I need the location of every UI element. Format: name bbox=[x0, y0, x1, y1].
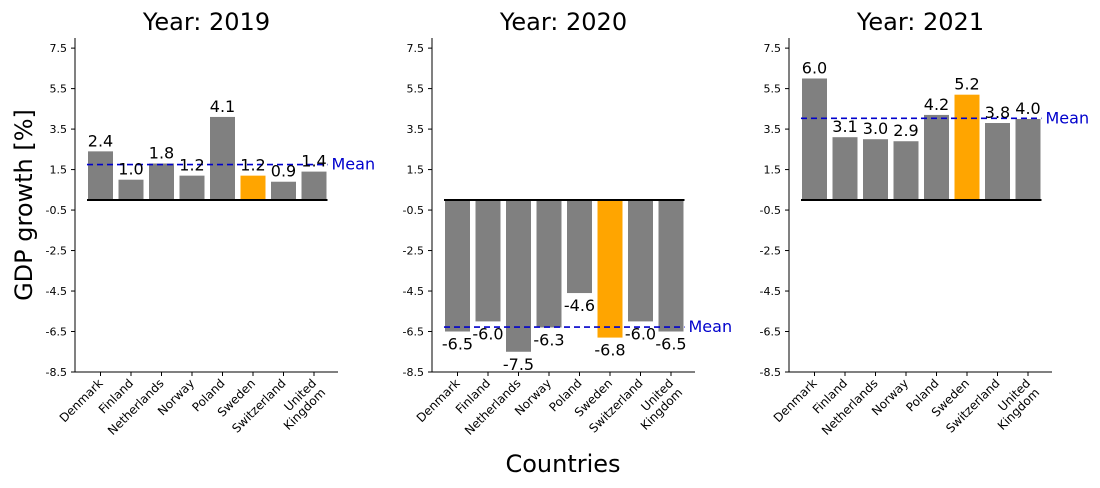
data-label: -7.5 bbox=[503, 355, 534, 374]
y-tick-label: -4.5 bbox=[760, 285, 781, 298]
y-tick-label: 7.5 bbox=[50, 42, 68, 55]
bar-sweden bbox=[240, 175, 266, 200]
bar-united-kingdom bbox=[658, 199, 684, 332]
x-tick-label: Denmark bbox=[57, 376, 106, 425]
data-label: 3.0 bbox=[863, 119, 888, 138]
x-tick-label-line: Denmark bbox=[57, 376, 106, 425]
x-tick-label-line: Denmark bbox=[414, 376, 463, 425]
data-label: -6.5 bbox=[655, 335, 686, 354]
y-tick-label: 5.5 bbox=[764, 83, 782, 96]
y-tick-label: 7.5 bbox=[407, 42, 425, 55]
data-label: -6.8 bbox=[594, 341, 625, 360]
x-tick-label-line: Denmark bbox=[771, 376, 820, 425]
bar-united-kingdom bbox=[1015, 118, 1041, 200]
chart-panel-2: Year: 2020 -8.5 -6.5 -4.5 -2.5 -0.5 1.5 3.5 5.5 7… bbox=[403, 8, 733, 438]
y-tick-label: 7.5 bbox=[764, 42, 782, 55]
y-tick-label: -8.5 bbox=[760, 366, 781, 379]
data-label: -6.0 bbox=[472, 324, 503, 343]
x-tick-label: Denmark bbox=[414, 376, 463, 425]
bar-norway bbox=[536, 199, 562, 328]
y-tick-label: -2.5 bbox=[403, 245, 424, 258]
bar-united-kingdom bbox=[301, 171, 327, 200]
y-axis-label: GDP growth [%] bbox=[10, 109, 38, 301]
data-label: -6.0 bbox=[625, 324, 656, 343]
bar-finland bbox=[475, 199, 501, 322]
y-tick-label: 1.5 bbox=[407, 164, 425, 177]
data-label: 3.8 bbox=[985, 103, 1010, 122]
bar-netherlands bbox=[863, 139, 888, 200]
data-label: 2.4 bbox=[88, 131, 113, 150]
y-tick-label: -2.5 bbox=[760, 245, 781, 258]
y-tick-label: -0.5 bbox=[46, 204, 67, 217]
bar-denmark bbox=[802, 78, 827, 200]
y-tick-label: 3.5 bbox=[50, 123, 68, 136]
y-tick-label: 3.5 bbox=[407, 123, 425, 136]
bar-netherlands bbox=[506, 199, 531, 352]
y-tick-label: -4.5 bbox=[46, 285, 67, 298]
data-label: 5.2 bbox=[954, 75, 979, 94]
bar-poland bbox=[567, 199, 592, 294]
chart-panel-3: Year: 2021 -8.5 -6.5 -4.5 -2.5 -0.5 1.5 3.5 5.5 7… bbox=[760, 8, 1090, 438]
data-label: 1.2 bbox=[179, 156, 204, 175]
y-tick-label: -6.5 bbox=[403, 326, 424, 339]
y-tick-label: -2.5 bbox=[46, 245, 67, 258]
bar-norway bbox=[893, 141, 919, 200]
bar-sweden bbox=[954, 94, 980, 200]
chart-title: Year: 2020 bbox=[499, 8, 627, 36]
chart-panels: Year: 2019 -8.5 -6.5 -4.5 -2.5 -0.5 1.5 3.5 5.5 7… bbox=[46, 8, 1090, 438]
data-label: -6.3 bbox=[533, 330, 564, 349]
data-label: 4.0 bbox=[1015, 99, 1040, 118]
y-tick-label: -8.5 bbox=[46, 366, 67, 379]
x-axis-label: Countries bbox=[505, 450, 620, 478]
mean-label: Mean bbox=[1046, 108, 1090, 127]
bar-finland bbox=[118, 179, 144, 200]
bar-switzerland bbox=[271, 181, 296, 200]
data-label: 0.9 bbox=[271, 162, 296, 181]
chart-title: Year: 2019 bbox=[142, 8, 270, 36]
y-tick-label: 5.5 bbox=[407, 83, 425, 96]
data-label: 3.1 bbox=[832, 117, 857, 136]
y-tick-label: -0.5 bbox=[403, 204, 424, 217]
data-label: 4.1 bbox=[210, 97, 235, 116]
data-label: 1.4 bbox=[301, 152, 326, 171]
y-tick-label: 5.5 bbox=[50, 83, 68, 96]
x-tick-label: Denmark bbox=[771, 376, 820, 425]
data-label: 1.8 bbox=[149, 144, 174, 163]
bar-switzerland bbox=[985, 123, 1010, 200]
bar-netherlands bbox=[149, 163, 174, 200]
mean-label: Mean bbox=[332, 155, 376, 174]
bar-poland bbox=[210, 116, 235, 200]
data-label: 6.0 bbox=[802, 58, 827, 77]
mean-label: Mean bbox=[689, 317, 733, 336]
bar-switzerland bbox=[628, 199, 653, 322]
bar-finland bbox=[832, 137, 858, 200]
data-label: 1.2 bbox=[240, 156, 265, 175]
bar-poland bbox=[924, 114, 949, 200]
y-tick-label: -6.5 bbox=[46, 326, 67, 339]
bar-denmark bbox=[445, 199, 470, 332]
y-tick-label: 1.5 bbox=[764, 164, 782, 177]
chart-panel-1: Year: 2019 -8.5 -6.5 -4.5 -2.5 -0.5 1.5 3.5 5.5 7… bbox=[46, 8, 376, 438]
data-label: -6.5 bbox=[442, 335, 473, 354]
bar-denmark bbox=[88, 151, 113, 200]
data-label: 1.0 bbox=[118, 160, 143, 179]
y-tick-label: -8.5 bbox=[403, 366, 424, 379]
y-tick-label: -6.5 bbox=[760, 326, 781, 339]
y-tick-label: -4.5 bbox=[403, 285, 424, 298]
y-tick-label: 1.5 bbox=[50, 164, 68, 177]
y-tick-label: -0.5 bbox=[760, 204, 781, 217]
bar-norway bbox=[179, 175, 205, 200]
data-label: 2.9 bbox=[893, 121, 918, 140]
data-label: -4.6 bbox=[564, 296, 595, 315]
data-label: 4.2 bbox=[924, 95, 949, 114]
bar-sweden bbox=[597, 199, 623, 338]
chart-title: Year: 2021 bbox=[856, 8, 984, 36]
y-tick-label: 3.5 bbox=[764, 123, 782, 136]
